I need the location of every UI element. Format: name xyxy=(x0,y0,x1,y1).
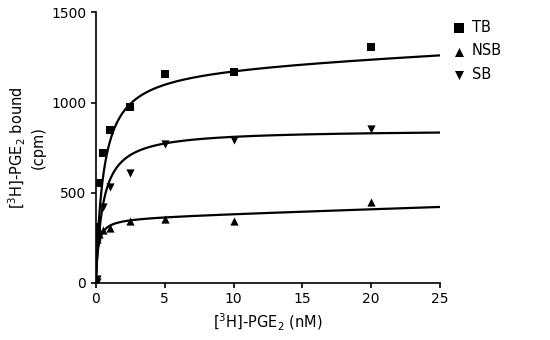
TB xyxy=(92,230,101,235)
NSB xyxy=(229,218,238,223)
TB xyxy=(105,127,114,132)
NSB xyxy=(92,237,101,242)
SB xyxy=(160,141,169,147)
SB xyxy=(98,204,107,210)
TB xyxy=(93,224,102,230)
TB xyxy=(98,150,107,156)
TB xyxy=(229,69,238,74)
Legend: TB, NSB, SB: TB, NSB, SB xyxy=(454,20,502,82)
TB xyxy=(160,71,169,76)
SB xyxy=(126,170,135,175)
SB xyxy=(229,138,238,143)
NSB xyxy=(95,231,104,237)
NSB xyxy=(93,233,102,239)
NSB xyxy=(126,219,135,224)
SB xyxy=(95,232,104,238)
TB xyxy=(367,44,376,49)
X-axis label: [$^{3}$H]-PGE$_{2}$ (nM): [$^{3}$H]-PGE$_{2}$ (nM) xyxy=(213,312,323,333)
TB xyxy=(126,104,135,110)
TB xyxy=(95,180,104,185)
NSB xyxy=(160,216,169,221)
NSB xyxy=(367,199,376,204)
SB xyxy=(92,279,101,285)
NSB xyxy=(105,225,114,231)
SB xyxy=(367,126,376,131)
SB xyxy=(105,185,114,190)
SB xyxy=(93,276,102,282)
NSB xyxy=(98,228,107,233)
Y-axis label: [$^{3}$H]-PGE$_{2}$ bound
(cpm): [$^{3}$H]-PGE$_{2}$ bound (cpm) xyxy=(7,86,46,209)
